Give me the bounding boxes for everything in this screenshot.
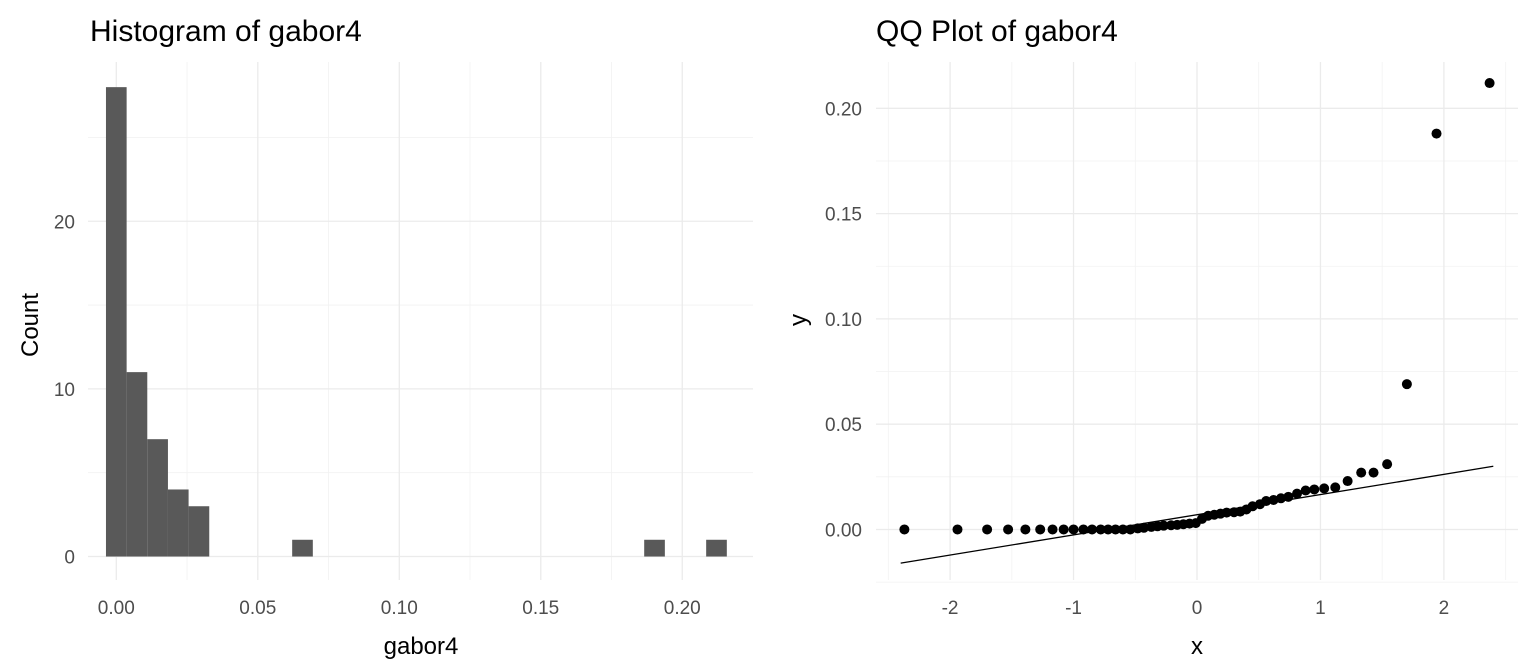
histogram-x-ticks: 0.00 0.05 0.10 0.15 0.20 — [98, 598, 701, 619]
qq-point — [1095, 524, 1106, 535]
qq-point — [952, 524, 963, 535]
histogram-bar — [188, 506, 210, 557]
qq-point — [1221, 507, 1232, 518]
qq-panel: QQ Plot of gabor4 -2 -1 0 1 2 0.000.050.100.… — [785, 15, 1518, 660]
qq-point — [1401, 379, 1412, 390]
histogram-bar — [167, 489, 189, 557]
histogram-y-tick-label: 10 — [54, 380, 75, 401]
histogram-x-axis-title: gabor4 — [384, 633, 459, 660]
qq-reference-line — [900, 465, 1494, 564]
histogram-y-tick-label: 20 — [54, 212, 75, 233]
histogram-y-tick-label: 0 — [64, 548, 75, 569]
qq-point — [1292, 488, 1303, 499]
histogram-bar — [292, 539, 313, 557]
histogram-y-axis-title: Count — [17, 293, 44, 357]
qq-y-tick-label: 0.05 — [825, 415, 862, 436]
histogram-bars — [105, 87, 727, 557]
qq-point — [1003, 524, 1014, 535]
qq-point — [1110, 524, 1121, 535]
qq-point — [1125, 524, 1136, 535]
histogram-panel: Histogram of gabor4 0.00 0.05 0.10 0.15 0.20… — [17, 15, 753, 660]
qq-point — [1275, 493, 1286, 504]
qq-point — [1261, 496, 1272, 507]
qq-point — [1283, 491, 1294, 502]
qq-point — [899, 524, 910, 535]
qq-title: QQ Plot of gabor4 — [876, 15, 1118, 48]
qq-point — [1078, 524, 1089, 535]
qq-point — [1309, 484, 1320, 495]
qq-x-tick-label: 1 — [1315, 598, 1326, 619]
histogram-bar — [147, 439, 168, 557]
qq-x-tick-label: -2 — [942, 598, 959, 619]
qq-point — [1368, 467, 1379, 478]
qq-point — [1319, 483, 1330, 494]
qq-point — [1300, 485, 1311, 496]
qq-point — [1068, 524, 1079, 535]
qq-points — [899, 78, 1495, 535]
histogram-grid — [88, 62, 753, 580]
qq-y-ticks: 0.00 0.05 0.10 0.15 0.20 — [825, 99, 862, 541]
histogram-x-tick-label: 0.00 — [98, 598, 135, 619]
qq-point — [1356, 467, 1367, 478]
qq-point — [1342, 476, 1353, 487]
qq-x-tick-label: 2 — [1439, 598, 1450, 619]
qq-y-axis-title: y — [785, 314, 812, 326]
qq-x-tick-label: 0 — [1192, 598, 1203, 619]
qq-point — [1020, 524, 1031, 535]
histogram-x-tick-label: 0.10 — [381, 598, 418, 619]
qq-x-tick-label: -1 — [1065, 598, 1082, 619]
qq-point — [1138, 522, 1149, 533]
qq-point — [1103, 524, 1114, 535]
qq-point — [1087, 524, 1098, 535]
qq-point — [1035, 524, 1046, 535]
qq-reference-line-segment — [900, 465, 1494, 564]
histogram-title: Histogram of gabor4 — [90, 15, 362, 48]
histogram-y-ticks: 0 10 20 — [54, 212, 75, 568]
qq-y-tick-label: 0.00 — [825, 520, 862, 541]
qq-point — [1058, 524, 1069, 535]
qq-point — [1158, 520, 1169, 531]
qq-point — [1117, 524, 1128, 535]
qq-y-tick-label: 0.20 — [825, 99, 862, 120]
qq-point — [1431, 128, 1442, 139]
histogram-x-tick-label: 0.15 — [522, 598, 559, 619]
histogram-x-tick-label: 0.20 — [664, 598, 701, 619]
histogram-bar — [126, 372, 148, 557]
qq-x-ticks: -2 -1 0 1 2 — [942, 598, 1450, 619]
qq-point — [982, 524, 993, 535]
qq-point — [1330, 482, 1341, 493]
qq-point — [1382, 459, 1393, 470]
histogram-bar — [706, 539, 727, 557]
histogram-bar — [105, 87, 127, 557]
qq-y-tick-label: 0.10 — [825, 310, 862, 331]
histogram-x-tick-label: 0.05 — [239, 598, 276, 619]
histogram-bar — [644, 539, 665, 557]
qq-point — [1047, 524, 1058, 535]
qq-x-axis-title: x — [1191, 633, 1203, 660]
qq-y-tick-label: 0.15 — [825, 205, 862, 226]
qq-point — [1484, 78, 1495, 89]
qq-grid — [876, 62, 1518, 583]
